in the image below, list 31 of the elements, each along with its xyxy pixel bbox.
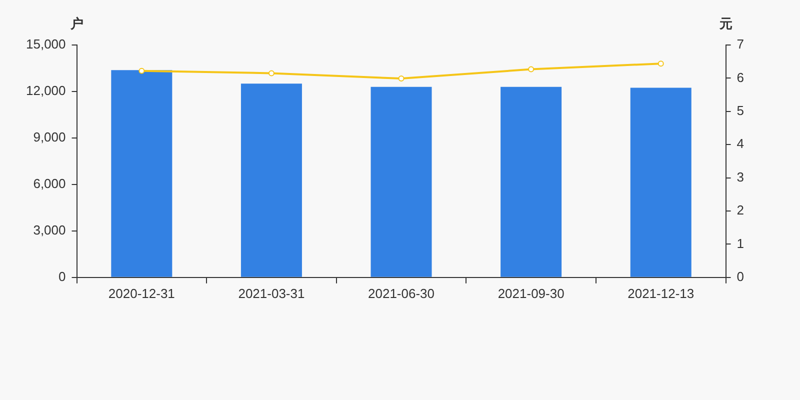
y2-tick-label: 5: [736, 102, 744, 118]
bar: [240, 84, 302, 277]
y-tick-label: 9,000: [33, 130, 66, 145]
y2-tick-label: 3: [736, 169, 744, 184]
y2-tick-label: 1: [736, 236, 744, 251]
bar: [630, 88, 692, 277]
y-tick-label: 3,000: [33, 222, 66, 238]
point: [268, 70, 274, 76]
y-tick-label: 6,000: [33, 176, 66, 192]
x-tick-label: 2020-12-31: [108, 286, 175, 301]
y2-tick-label: 2: [736, 202, 744, 218]
bar: [500, 86, 562, 277]
x-tick-label: 2021-09-30: [498, 286, 564, 301]
x-tick-label: 2021-12-13: [628, 286, 694, 301]
point: [658, 60, 664, 67]
y2-tick-label: 6: [736, 70, 744, 85]
y-axis-title: 户: [69, 16, 84, 31]
point: [398, 76, 404, 82]
y2-tick-label: 7: [736, 36, 744, 52]
y2-tick-label: 4: [736, 136, 744, 152]
y-tick-label: 0: [58, 268, 66, 284]
x-tick-label: 2021-03-31: [238, 286, 305, 301]
bar: [370, 86, 432, 277]
y-tick-label: 15,000: [26, 36, 66, 52]
y2-tick-label: 0: [736, 268, 744, 284]
y2-axis-title: 元: [718, 16, 732, 31]
point: [138, 68, 145, 74]
y-tick-label: 12,000: [26, 83, 66, 98]
x-tick-label: 2021-06-30: [368, 286, 435, 301]
bar: [111, 70, 172, 277]
point: [528, 66, 534, 72]
